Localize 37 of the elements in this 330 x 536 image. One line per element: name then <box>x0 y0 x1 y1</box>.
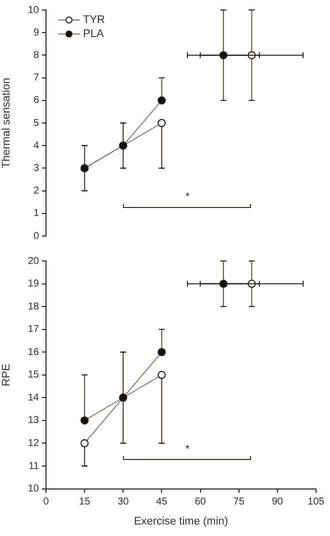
y-tick-label: 10 <box>28 4 40 16</box>
legend-label: TYR <box>83 14 106 26</box>
x-axis-title: Exercise time (min) <box>134 515 228 528</box>
x-tick-label: 30 <box>118 496 130 508</box>
y-tick-label: 16 <box>28 346 40 358</box>
y-tick-label: 5 <box>33 118 40 129</box>
y-tick-label: 18 <box>28 301 40 312</box>
y-tick-label: 7 <box>33 72 40 84</box>
y-tick-label: 17 <box>28 324 40 336</box>
y-tick-label: 0 <box>33 230 40 242</box>
y-tick-label: 2 <box>33 186 40 197</box>
x-tick-label: 15 <box>79 496 91 508</box>
legend-label: PLA <box>83 28 104 40</box>
y-tick-label: 12 <box>28 438 40 449</box>
x-tick-label: 45 <box>156 496 168 508</box>
y-tick-label: 11 <box>28 460 40 472</box>
x-tick-label: 60 <box>194 496 206 508</box>
annotation: * <box>185 191 190 204</box>
y-tick-label: 9 <box>33 27 40 38</box>
annotation: * <box>185 444 190 456</box>
y-tick-label: 6 <box>33 95 40 106</box>
y-tick-label: 1 <box>33 208 40 220</box>
y-tick-label: 8 <box>33 50 40 61</box>
y-tick-label: 19 <box>28 278 40 290</box>
y-tick-label: 13 <box>28 415 40 426</box>
y-tick-label: 4 <box>33 140 40 152</box>
x-tick-label: 75 <box>233 496 245 508</box>
x-tick-label: 105 <box>308 496 325 508</box>
x-tick-label: 0 <box>43 496 50 508</box>
y-tick-label: 10 <box>28 484 40 495</box>
x-tick-label: 90 <box>272 496 284 508</box>
y-tick-label: 3 <box>33 162 40 174</box>
y-tick-label: 15 <box>28 370 40 381</box>
y-axis-title: Thermal sensation <box>0 78 13 168</box>
y-tick-label: 20 <box>28 256 40 267</box>
y-tick-label: 14 <box>28 392 40 404</box>
y-axis-title: RPE <box>0 364 13 386</box>
